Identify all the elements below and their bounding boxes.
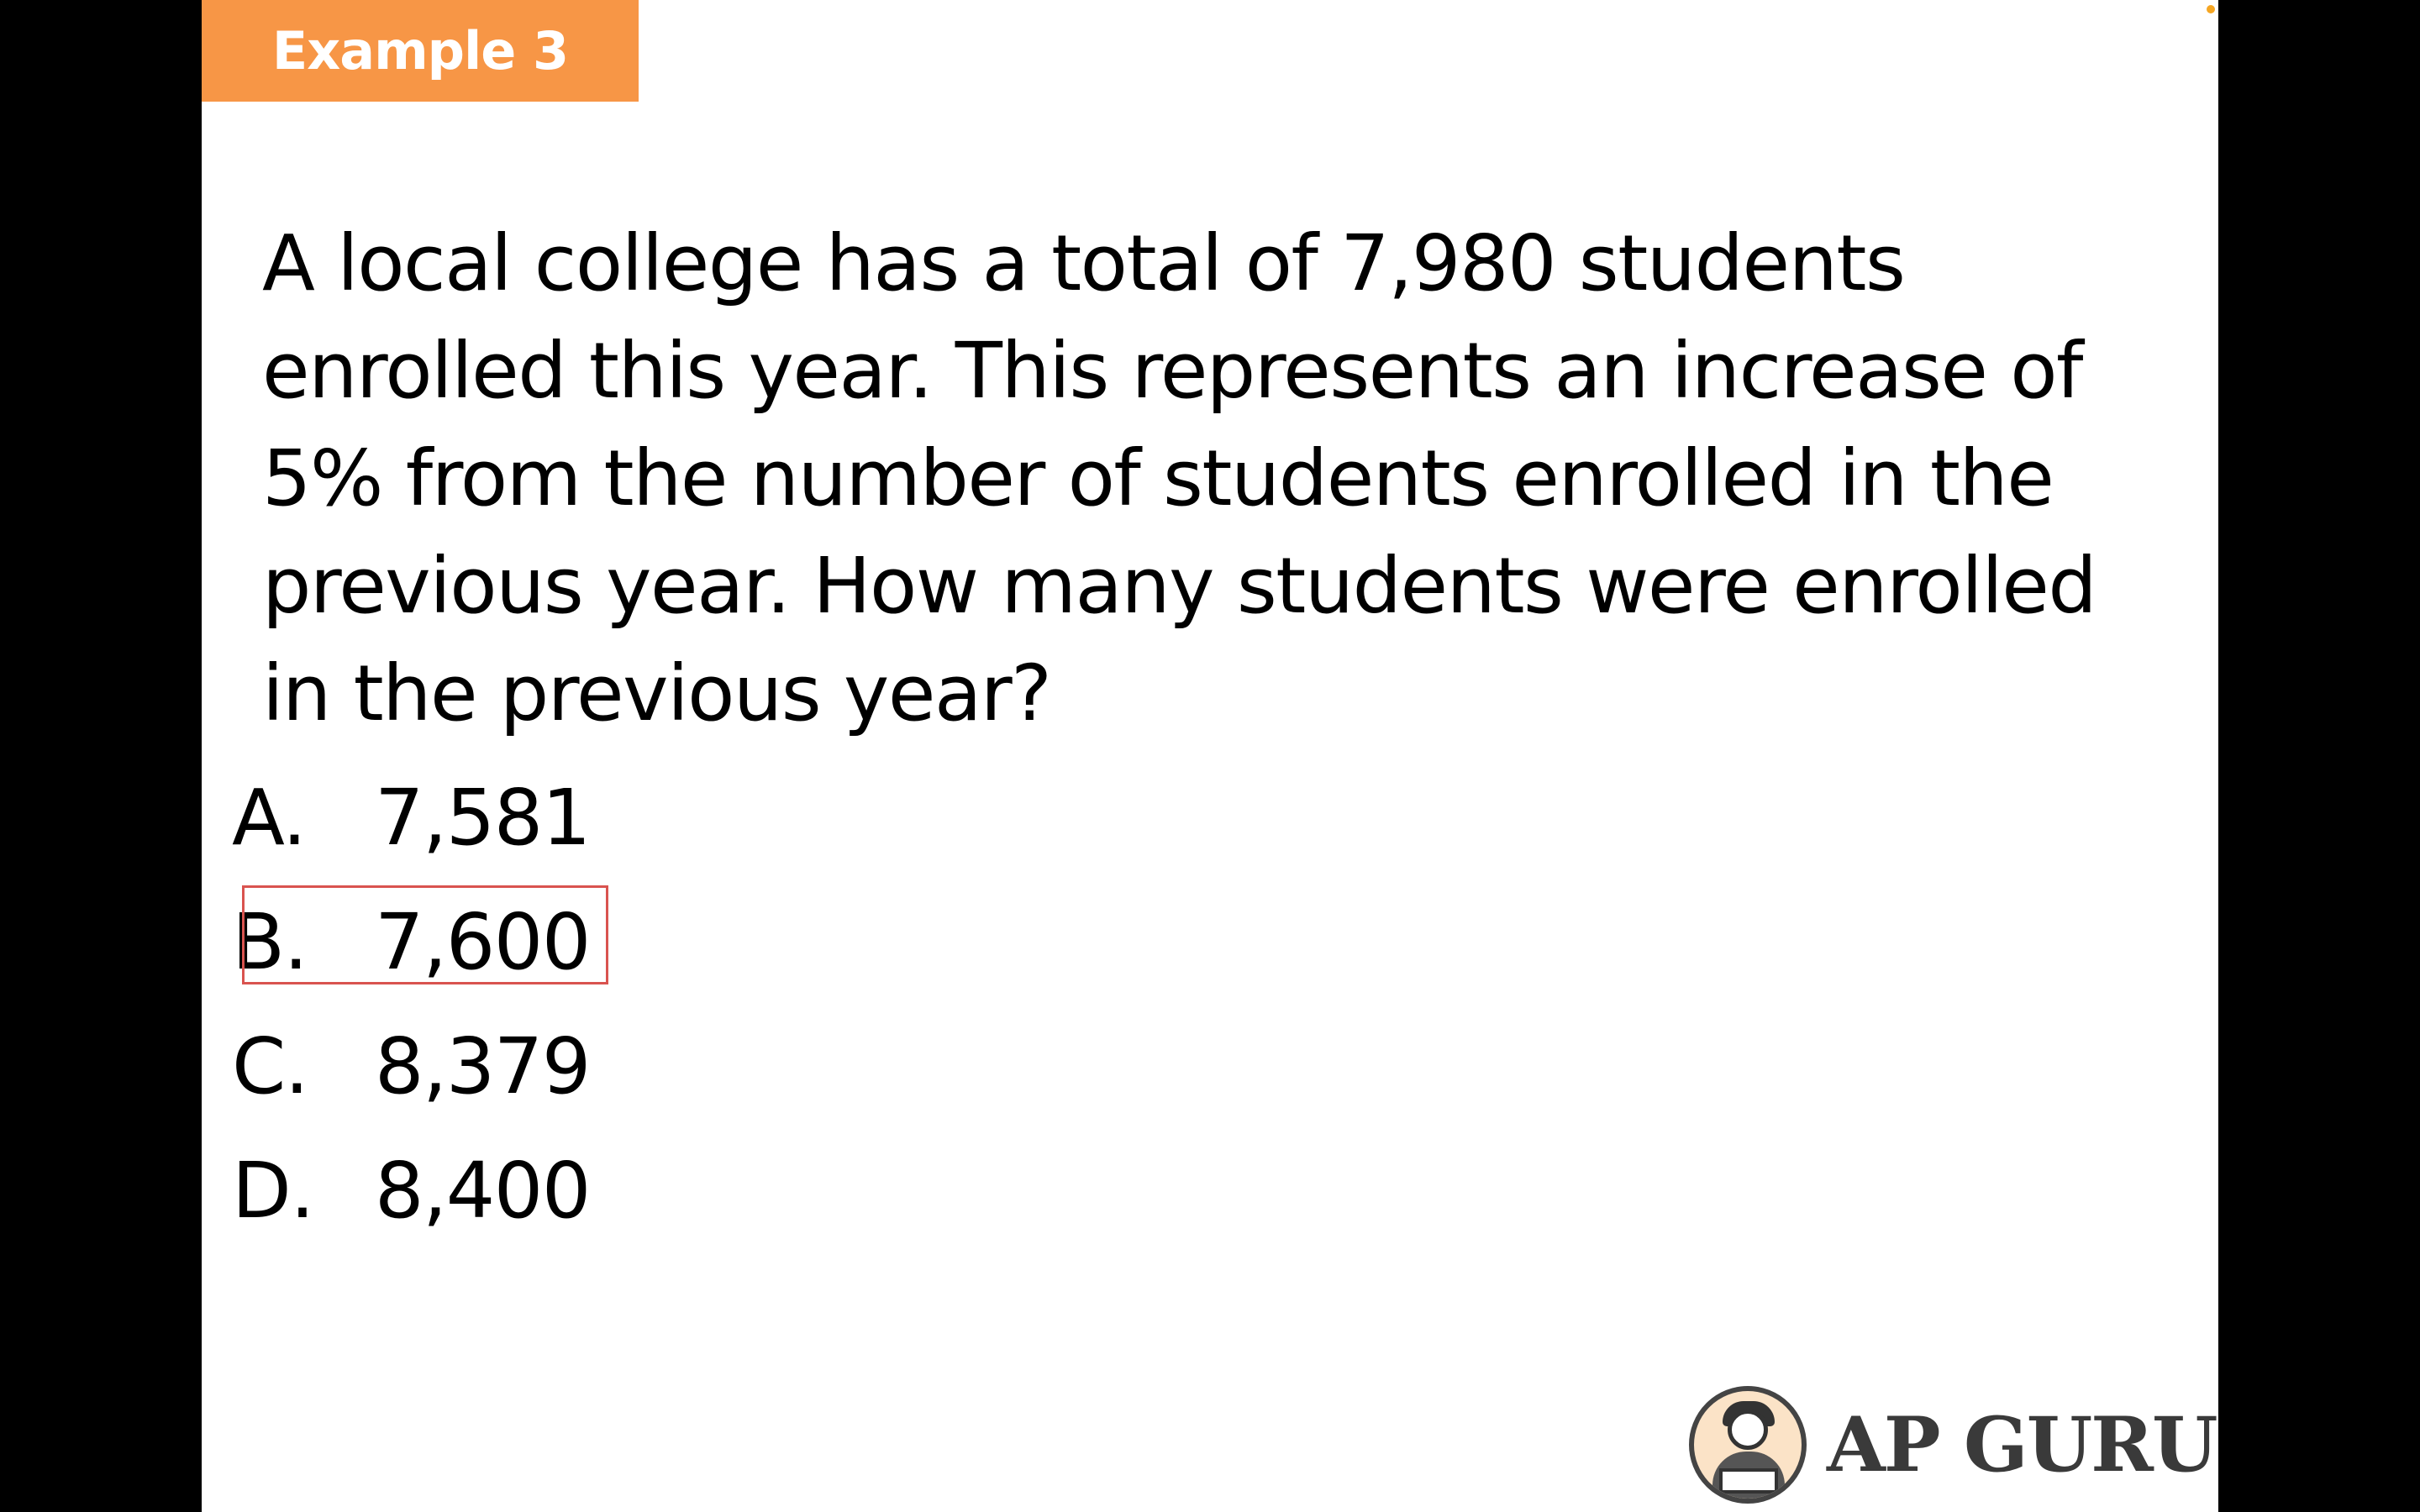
reading-person-icon <box>1689 1386 1807 1504</box>
option-value: 7,581 <box>375 773 591 863</box>
option-value: 7,600 <box>375 897 591 987</box>
option-d: D. 8,400 <box>232 1129 591 1253</box>
question-text: A local college has a total of 7,980 stu… <box>262 218 2097 738</box>
option-value: 8,400 <box>375 1146 591 1236</box>
option-b: B. 7,600 <box>232 880 591 1005</box>
example-badge: Example 3 <box>202 0 639 102</box>
option-letter: A. <box>232 773 307 863</box>
option-letter: B. <box>232 897 308 987</box>
status-dot <box>2207 5 2215 13</box>
option-value: 8,379 <box>375 1021 591 1111</box>
answer-options: A. 7,581 B. 7,600 C. 8,379 D. 8,400 <box>232 756 591 1253</box>
ap-guru-logo: AP GURU <box>1689 1378 2217 1512</box>
option-a: A. 7,581 <box>232 756 591 880</box>
logo-text: AP GURU <box>1827 1400 2217 1489</box>
option-letter: C. <box>232 1021 309 1111</box>
option-letter: D. <box>232 1146 315 1236</box>
option-c: C. 8,379 <box>232 1005 591 1129</box>
slide: Example 3 A local college has a total of… <box>202 0 2218 1512</box>
